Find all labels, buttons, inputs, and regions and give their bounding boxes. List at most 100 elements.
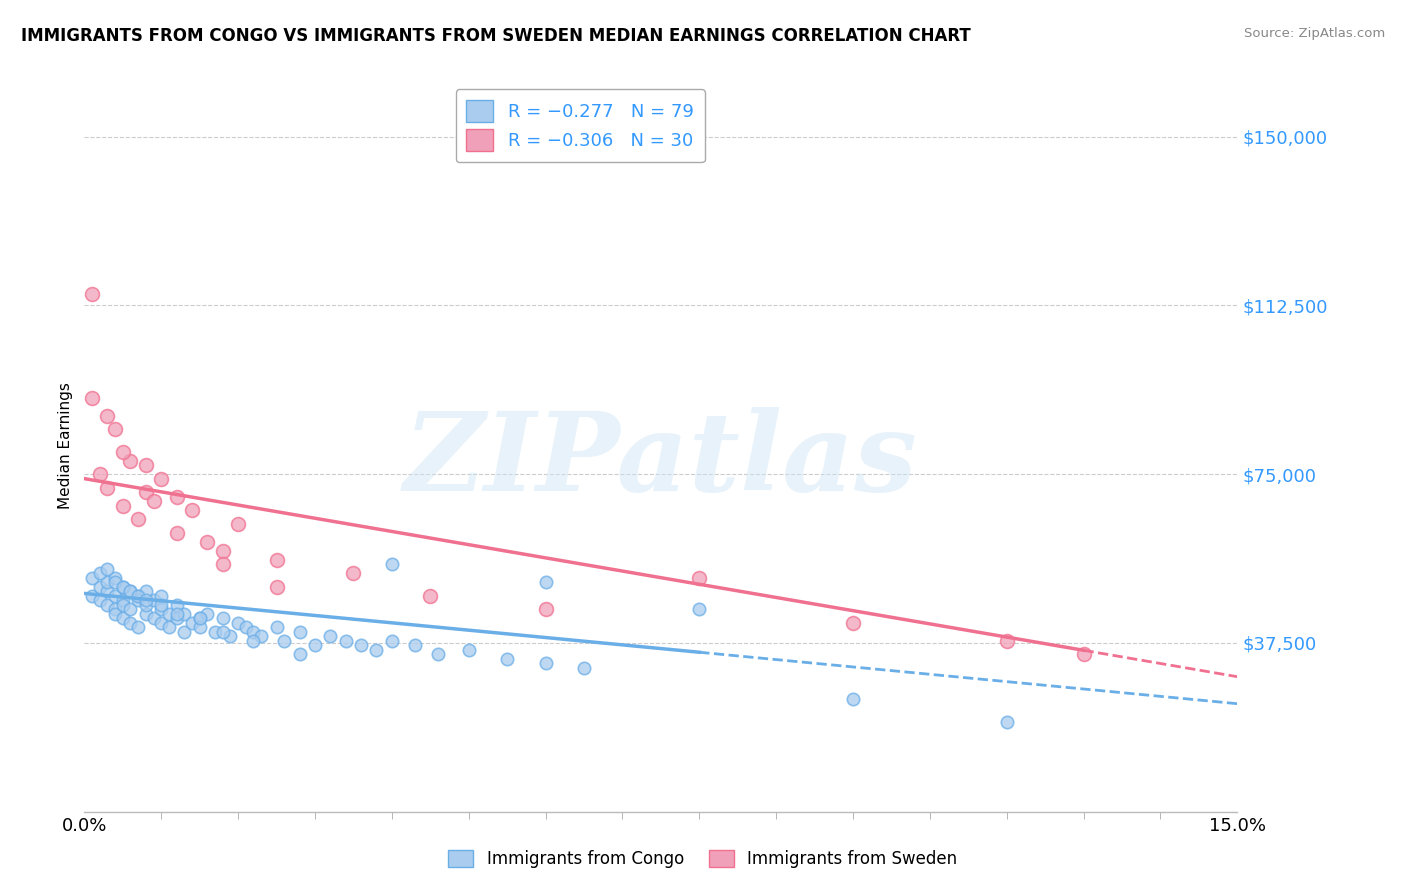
Point: [188, 620, 211, 634]
Point: [104, 422, 127, 436]
Text: IMMIGRANTS FROM CONGO VS IMMIGRANTS FROM SWEDEN MEDIAN EARNINGS CORRELATION CHAR: IMMIGRANTS FROM CONGO VS IMMIGRANTS FROM…: [21, 27, 970, 45]
Point: [111, 580, 134, 594]
Point: [166, 607, 188, 621]
Point: [127, 620, 149, 634]
Point: [534, 602, 557, 616]
Point: [166, 490, 188, 504]
Point: [350, 638, 373, 652]
Point: [111, 580, 134, 594]
Point: [181, 615, 204, 630]
Point: [288, 647, 311, 661]
Point: [104, 589, 127, 603]
Point: [104, 575, 127, 590]
Point: [188, 611, 211, 625]
Point: [219, 629, 242, 643]
Point: [319, 629, 342, 643]
Point: [995, 633, 1018, 648]
Point: [127, 593, 149, 607]
Point: [534, 575, 557, 590]
Point: [366, 642, 388, 657]
Point: [250, 629, 273, 643]
Point: [195, 534, 218, 549]
Legend: Immigrants from Congo, Immigrants from Sweden: Immigrants from Congo, Immigrants from S…: [441, 843, 965, 875]
Point: [842, 692, 865, 706]
Point: [688, 571, 710, 585]
Point: [842, 615, 865, 630]
Point: [995, 714, 1018, 729]
Point: [211, 611, 233, 625]
Point: [288, 624, 311, 639]
Point: [89, 593, 111, 607]
Point: [195, 607, 218, 621]
Point: [142, 494, 165, 508]
Point: [150, 472, 173, 486]
Point: [96, 598, 118, 612]
Point: [80, 287, 103, 301]
Point: [166, 611, 188, 625]
Point: [688, 602, 710, 616]
Point: [404, 638, 426, 652]
Point: [150, 598, 173, 612]
Point: [127, 589, 149, 603]
Point: [135, 607, 157, 621]
Point: [111, 499, 134, 513]
Point: [173, 607, 195, 621]
Point: [135, 485, 157, 500]
Point: [96, 481, 118, 495]
Point: [80, 589, 103, 603]
Point: [157, 620, 180, 634]
Point: [426, 647, 449, 661]
Point: [211, 543, 233, 558]
Point: [96, 409, 118, 423]
Point: [142, 593, 165, 607]
Point: [534, 656, 557, 670]
Point: [111, 598, 134, 612]
Point: [572, 661, 595, 675]
Point: [135, 598, 157, 612]
Point: [111, 611, 134, 625]
Point: [142, 611, 165, 625]
Point: [166, 525, 188, 540]
Y-axis label: Median Earnings: Median Earnings: [58, 383, 73, 509]
Point: [157, 607, 180, 621]
Point: [104, 607, 127, 621]
Point: [120, 602, 142, 616]
Point: [135, 458, 157, 472]
Point: [211, 557, 233, 571]
Point: [266, 552, 288, 566]
Point: [127, 589, 149, 603]
Point: [80, 391, 103, 405]
Point: [419, 589, 441, 603]
Point: [150, 589, 173, 603]
Point: [150, 602, 173, 616]
Point: [89, 580, 111, 594]
Point: [80, 571, 103, 585]
Point: [496, 651, 519, 665]
Point: [242, 624, 264, 639]
Point: [96, 584, 118, 599]
Point: [120, 584, 142, 599]
Text: ZIPatlas: ZIPatlas: [404, 407, 918, 515]
Point: [457, 642, 479, 657]
Point: [1073, 647, 1095, 661]
Point: [127, 512, 149, 526]
Point: [181, 503, 204, 517]
Point: [166, 598, 188, 612]
Point: [120, 453, 142, 467]
Point: [89, 467, 111, 482]
Point: [226, 516, 249, 531]
Point: [104, 571, 127, 585]
Point: [242, 633, 264, 648]
Point: [120, 584, 142, 599]
Point: [173, 624, 195, 639]
Point: [135, 593, 157, 607]
Point: [273, 633, 295, 648]
Point: [96, 575, 118, 590]
Point: [96, 562, 118, 576]
Point: [204, 624, 226, 639]
Point: [111, 593, 134, 607]
Point: [266, 580, 288, 594]
Point: [235, 620, 257, 634]
Point: [304, 638, 326, 652]
Point: [342, 566, 364, 581]
